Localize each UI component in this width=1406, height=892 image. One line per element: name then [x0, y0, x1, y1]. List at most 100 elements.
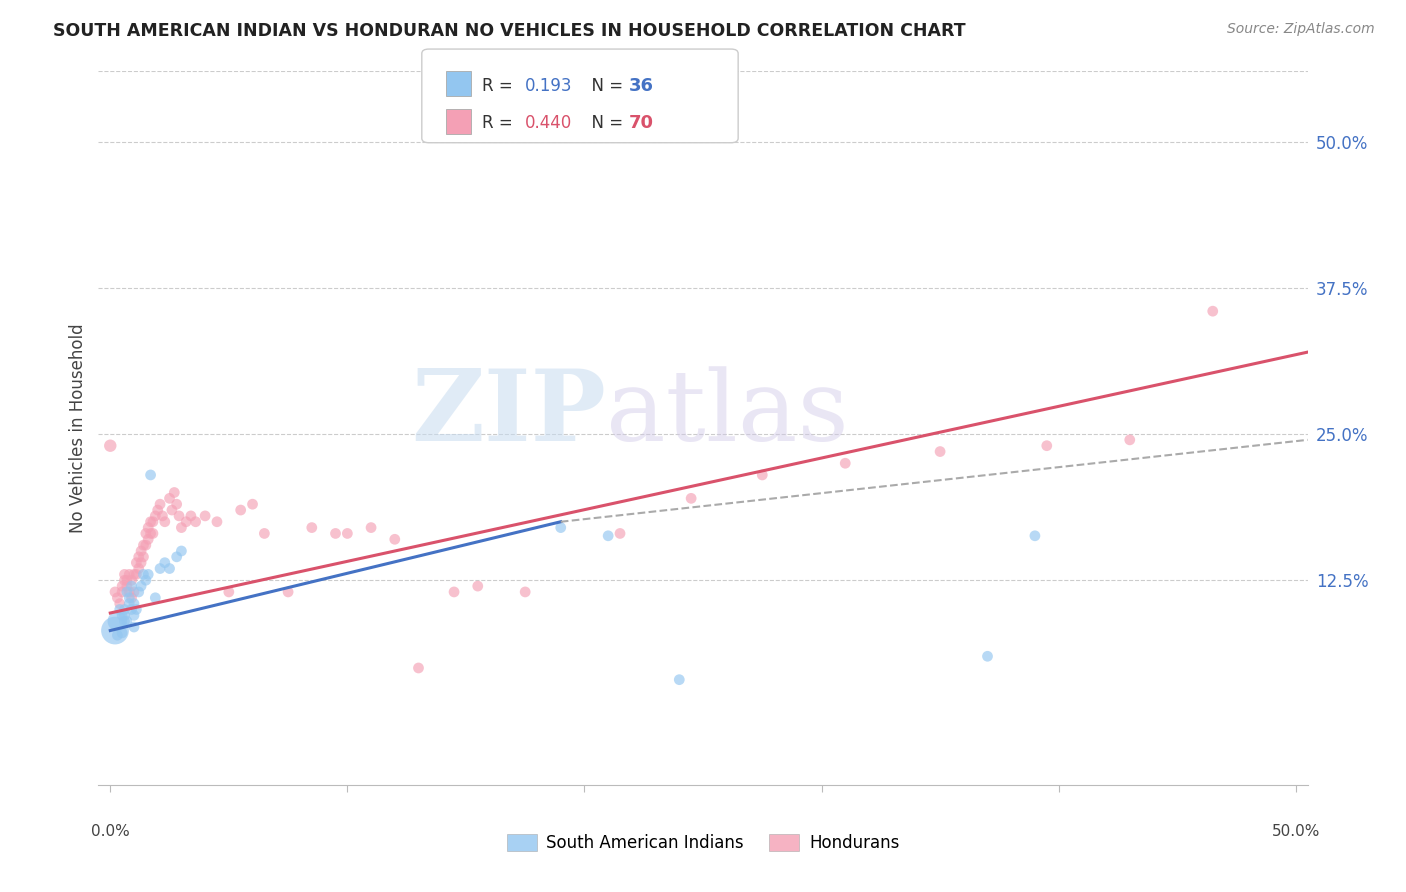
Point — [149, 561, 172, 575]
Point — [751, 467, 773, 482]
Point — [550, 520, 572, 534]
Point — [194, 508, 217, 523]
Text: 70: 70 — [628, 114, 654, 132]
Point — [384, 533, 406, 547]
Point — [108, 602, 131, 616]
Point — [1119, 433, 1142, 447]
Point — [122, 585, 145, 599]
Point — [98, 439, 121, 453]
Point — [253, 526, 276, 541]
Point — [598, 529, 620, 543]
Text: R =: R = — [482, 114, 519, 132]
Point — [125, 567, 148, 582]
Point — [128, 585, 150, 599]
Point — [128, 549, 150, 564]
Point — [118, 585, 141, 599]
Point — [129, 556, 152, 570]
Text: 50.0%: 50.0% — [1271, 824, 1320, 838]
Text: SOUTH AMERICAN INDIAN VS HONDURAN NO VEHICLES IN HOUSEHOLD CORRELATION CHART: SOUTH AMERICAN INDIAN VS HONDURAN NO VEH… — [53, 22, 966, 40]
Point — [166, 497, 188, 511]
Point — [142, 526, 165, 541]
Point — [139, 526, 162, 541]
Point — [121, 602, 143, 616]
Point — [1024, 529, 1046, 543]
Point — [146, 503, 169, 517]
Point — [205, 515, 228, 529]
Point — [166, 549, 188, 564]
Point — [125, 556, 148, 570]
Point — [167, 508, 190, 523]
Text: atlas: atlas — [606, 366, 849, 462]
Point — [143, 591, 166, 605]
Point — [159, 491, 181, 506]
Point — [125, 602, 148, 616]
Point — [229, 503, 252, 517]
Point — [135, 526, 157, 541]
Point — [114, 608, 136, 623]
Point — [325, 526, 347, 541]
Point — [111, 608, 134, 623]
Point — [118, 567, 141, 582]
Point — [115, 614, 138, 628]
Point — [360, 520, 382, 534]
Point — [115, 579, 138, 593]
Point — [132, 549, 155, 564]
Point — [136, 520, 159, 534]
Point — [609, 526, 631, 541]
Point — [218, 585, 240, 599]
Point — [129, 579, 152, 593]
Point — [976, 649, 998, 664]
Point — [105, 591, 128, 605]
Point — [142, 515, 165, 529]
Point — [111, 626, 134, 640]
Point — [149, 497, 172, 511]
Text: N =: N = — [581, 77, 628, 95]
Point — [104, 624, 127, 638]
Y-axis label: No Vehicles in Household: No Vehicles in Household — [69, 323, 87, 533]
Text: 0.0%: 0.0% — [91, 824, 129, 838]
Point — [114, 602, 136, 616]
Text: 36: 36 — [628, 77, 654, 95]
Point — [115, 573, 138, 587]
Point — [301, 520, 323, 534]
Point — [135, 538, 157, 552]
Point — [118, 591, 141, 605]
Text: 0.440: 0.440 — [524, 114, 572, 132]
Point — [128, 561, 150, 575]
Point — [136, 567, 159, 582]
Point — [153, 515, 176, 529]
Point — [170, 544, 193, 558]
Point — [122, 597, 145, 611]
Point — [122, 620, 145, 634]
Point — [139, 515, 162, 529]
Point — [515, 585, 537, 599]
Point — [143, 508, 166, 523]
Text: 0.193: 0.193 — [524, 77, 572, 95]
Point — [180, 508, 202, 523]
Point — [152, 508, 174, 523]
Point — [114, 573, 136, 587]
Point — [111, 585, 134, 599]
Point — [336, 526, 359, 541]
Point — [121, 591, 143, 605]
Point — [170, 520, 193, 534]
Point — [122, 567, 145, 582]
Point — [184, 515, 207, 529]
Point — [929, 444, 952, 458]
Text: R =: R = — [482, 77, 519, 95]
Point — [132, 567, 155, 582]
Point — [174, 515, 197, 529]
Text: Source: ZipAtlas.com: Source: ZipAtlas.com — [1227, 22, 1375, 37]
Point — [242, 497, 264, 511]
Point — [681, 491, 703, 506]
Point — [443, 585, 465, 599]
Point — [121, 573, 143, 587]
Point — [153, 556, 176, 570]
Point — [114, 614, 136, 628]
Point — [104, 585, 127, 599]
Point — [108, 597, 131, 611]
Text: ZIP: ZIP — [412, 366, 606, 462]
Text: N =: N = — [581, 114, 628, 132]
Point — [136, 533, 159, 547]
Point — [135, 573, 157, 587]
